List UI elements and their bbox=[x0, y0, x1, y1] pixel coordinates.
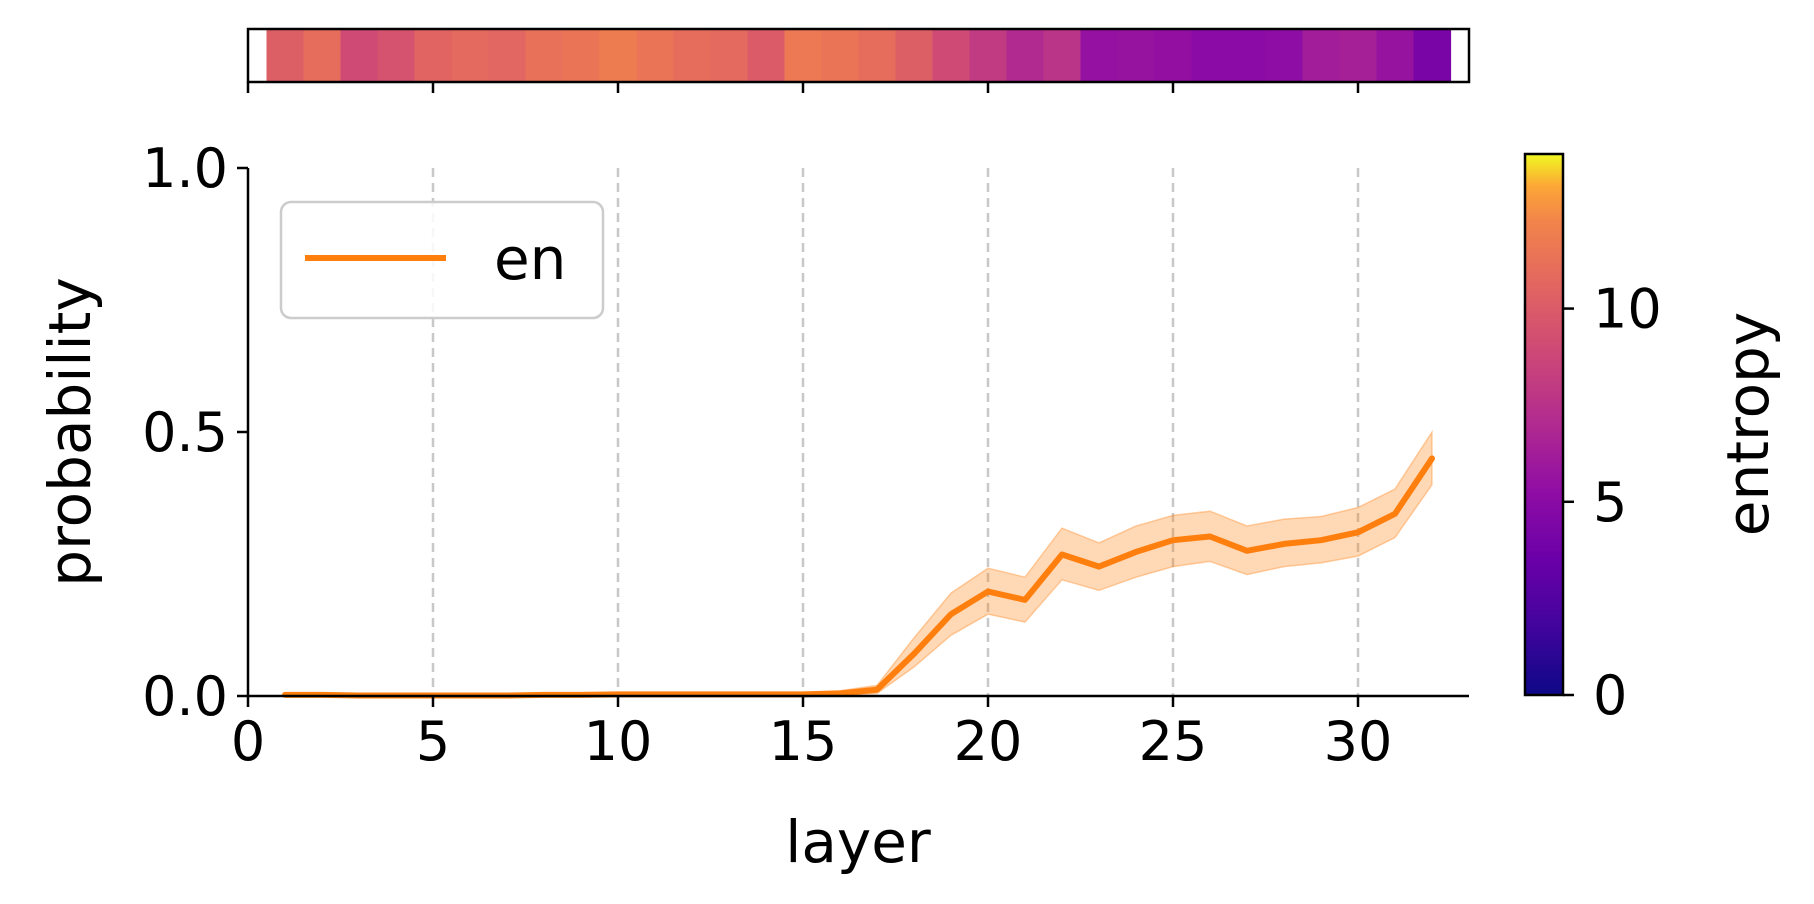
entropy-cell-layer-17 bbox=[858, 29, 897, 82]
colorbar-tick-label-10: 10 bbox=[1593, 278, 1662, 341]
entropy-cell-layer-30 bbox=[1339, 29, 1378, 82]
y-tick-label-0.0: 0.0 bbox=[142, 665, 228, 728]
entropy-cell-layer-27 bbox=[1228, 29, 1267, 82]
entropy-cell-layer-21 bbox=[1006, 29, 1045, 82]
entropy-cell-layer-3 bbox=[340, 29, 379, 82]
legend-label-en: en bbox=[494, 225, 566, 293]
legend: en bbox=[279, 200, 605, 320]
x-tick-label-15: 15 bbox=[769, 710, 838, 773]
colorbar bbox=[1523, 152, 1565, 697]
entropy-cell-layer-19 bbox=[932, 29, 971, 82]
entropy-cell-layer-2 bbox=[303, 29, 342, 82]
entropy-cell-layer-31 bbox=[1376, 29, 1415, 82]
entropy-cell-layer-24 bbox=[1117, 29, 1156, 82]
x-tick-label-25: 25 bbox=[1139, 710, 1208, 773]
entropy-strip-frame bbox=[246, 27, 1471, 84]
y-tick-label-1.0: 1.0 bbox=[142, 137, 228, 200]
colorbar-tick-label-0: 0 bbox=[1593, 664, 1627, 727]
x-ticks: 0 5 10 15 20 25 30 bbox=[231, 696, 1393, 773]
entropy-cell-layer-13 bbox=[710, 29, 749, 82]
en-line bbox=[282, 455, 1435, 699]
entropy-strip-ticks bbox=[246, 82, 1360, 93]
entropy-cell-layer-8 bbox=[525, 29, 564, 82]
entropy-cell-layer-16 bbox=[821, 29, 860, 82]
entropy-cell-layer-28 bbox=[1265, 29, 1304, 82]
entropy-cell-layer-22 bbox=[1043, 29, 1082, 82]
entropy-cell-layer-23 bbox=[1080, 29, 1119, 82]
x-axis-label: layer bbox=[785, 808, 931, 876]
entropy-strip bbox=[266, 29, 1452, 82]
x-tick-label-20: 20 bbox=[954, 710, 1023, 773]
en-confidence-band bbox=[284, 429, 1433, 697]
entropy-cell-layer-14 bbox=[747, 29, 786, 82]
entropy-cell-layer-7 bbox=[488, 29, 527, 82]
grid-lines bbox=[431, 168, 1360, 696]
x-tick-label-10: 10 bbox=[584, 710, 653, 773]
colorbar-ticks: 0 5 10 bbox=[1563, 278, 1662, 727]
entropy-cell-layer-26 bbox=[1191, 29, 1230, 82]
entropy-cell-layer-20 bbox=[969, 29, 1008, 82]
colorbar-label: entropy bbox=[1714, 312, 1782, 536]
entropy-cell-layer-4 bbox=[377, 29, 416, 82]
entropy-cell-layer-15 bbox=[784, 29, 823, 82]
entropy-cell-layer-9 bbox=[562, 29, 601, 82]
entropy-cell-layer-29 bbox=[1302, 29, 1341, 82]
entropy-cell-layer-12 bbox=[673, 29, 712, 82]
entropy-cell-layer-5 bbox=[414, 29, 453, 82]
entropy-cell-layer-25 bbox=[1154, 29, 1193, 82]
x-tick-label-5: 5 bbox=[416, 710, 450, 773]
entropy-cell-layer-11 bbox=[636, 29, 675, 82]
entropy-cell-layer-6 bbox=[451, 29, 490, 82]
x-tick-label-0: 0 bbox=[231, 710, 265, 773]
entropy-cell-layer-10 bbox=[599, 29, 638, 82]
entropy-cell-layer-18 bbox=[895, 29, 934, 82]
x-tick-label-30: 30 bbox=[1324, 710, 1393, 773]
y-ticks: 0.0 0.5 1.0 bbox=[142, 137, 248, 728]
colorbar-tick-label-5: 5 bbox=[1593, 471, 1627, 534]
y-tick-label-0.5: 0.5 bbox=[142, 401, 228, 464]
entropy-cell-layer-1 bbox=[266, 29, 305, 82]
entropy-cell-layer-32 bbox=[1413, 29, 1452, 82]
y-axis-label: probability bbox=[36, 277, 104, 586]
